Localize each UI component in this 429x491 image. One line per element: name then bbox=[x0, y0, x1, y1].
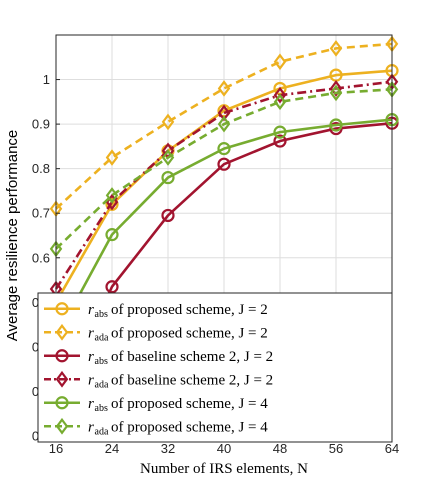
legend-label: of proposed scheme, J = 4 bbox=[111, 396, 268, 412]
data-point bbox=[217, 104, 231, 122]
legend-marker bbox=[55, 302, 69, 316]
x-tick-label: 48 bbox=[273, 441, 287, 456]
data-point bbox=[161, 208, 175, 223]
legend-label: of baseline scheme 2, J = 2 bbox=[111, 349, 273, 365]
series-line bbox=[55, 88, 393, 250]
legend-entry: r ada of proposed scheme, J = 2 bbox=[44, 323, 268, 343]
series-5 bbox=[49, 113, 399, 345]
x-tick-label: 64 bbox=[385, 441, 399, 456]
data-point bbox=[273, 53, 287, 71]
y-tick-label: 0.6 bbox=[32, 250, 50, 265]
data-point bbox=[217, 142, 231, 156]
data-point bbox=[273, 125, 287, 139]
data-point bbox=[217, 80, 231, 97]
data-point bbox=[329, 40, 343, 57]
data-point bbox=[217, 157, 231, 171]
legend-marker bbox=[55, 417, 69, 435]
x-tick-label: 32 bbox=[161, 441, 175, 456]
data-point bbox=[273, 93, 287, 111]
data-point bbox=[161, 170, 175, 185]
legend-label: of proposed scheme, J = 2 bbox=[111, 325, 268, 341]
legend-label: of proposed scheme, J = 2 bbox=[111, 302, 268, 318]
x-tick-label: 56 bbox=[329, 441, 343, 456]
legend-entry: r ada of proposed scheme, J = 4 bbox=[44, 417, 268, 437]
data-point bbox=[329, 118, 343, 132]
legend: r abs of proposed scheme, J = 2r ada of pr… bbox=[37, 292, 393, 443]
legend-subscript: abs bbox=[95, 356, 108, 367]
series-line bbox=[54, 118, 393, 339]
legend-symbol: r bbox=[88, 396, 94, 412]
data-point bbox=[105, 228, 119, 242]
legend-entry: r ada of baseline scheme 2, J = 2 bbox=[44, 370, 273, 390]
series-line bbox=[54, 121, 393, 408]
y-tick-label: 0.8 bbox=[32, 161, 50, 176]
legend-symbol: r bbox=[88, 325, 94, 341]
data-point bbox=[329, 80, 343, 97]
legend-subscript: abs bbox=[95, 309, 108, 320]
series-layer bbox=[49, 35, 399, 414]
y-tick-label: 0.9 bbox=[32, 117, 50, 132]
y-axis-title: Average resilience performance bbox=[4, 130, 21, 342]
series-line bbox=[55, 42, 393, 210]
legend-marker bbox=[55, 396, 69, 410]
data-point bbox=[273, 134, 287, 148]
data-point bbox=[105, 280, 119, 294]
data-point bbox=[105, 149, 119, 166]
legend-label: of baseline scheme 2, J = 2 bbox=[111, 372, 273, 388]
data-point bbox=[217, 115, 231, 133]
data-point bbox=[161, 113, 175, 131]
x-tick-label: 24 bbox=[105, 441, 119, 456]
legend-label: of proposed scheme, J = 4 bbox=[111, 419, 268, 435]
series-3 bbox=[49, 116, 399, 414]
legend-entry: r abs of baseline scheme 2, J = 2 bbox=[44, 349, 273, 367]
x-tick-label: 40 bbox=[217, 441, 231, 456]
legend-symbol: r bbox=[88, 372, 94, 388]
legend-box bbox=[37, 292, 393, 443]
legend-subscript: ada bbox=[95, 332, 109, 343]
legend-marker bbox=[55, 370, 69, 388]
data-point bbox=[329, 84, 343, 102]
series-2 bbox=[49, 35, 399, 218]
legend-entry: r abs of proposed scheme, J = 4 bbox=[44, 396, 268, 414]
legend-subscript: ada bbox=[95, 379, 109, 390]
y-tick-label: 1 bbox=[43, 72, 50, 87]
legend-symbol: r bbox=[88, 419, 94, 435]
legend-subscript: ada bbox=[95, 426, 109, 437]
data-point bbox=[105, 187, 119, 204]
legend-marker bbox=[55, 323, 69, 341]
legend-marker bbox=[55, 349, 69, 363]
data-point bbox=[161, 149, 175, 166]
legend-entry: r abs of proposed scheme, J = 2 bbox=[44, 302, 268, 320]
legend-subscript: abs bbox=[95, 403, 108, 414]
legend-symbol: r bbox=[88, 349, 94, 365]
y-tick-label: 0.7 bbox=[32, 206, 50, 221]
legend-symbol: r bbox=[88, 302, 94, 318]
x-tick-label: 16 bbox=[49, 441, 63, 456]
x-axis-title: Number of IRS elements, N bbox=[140, 461, 308, 477]
data-point bbox=[273, 86, 287, 104]
